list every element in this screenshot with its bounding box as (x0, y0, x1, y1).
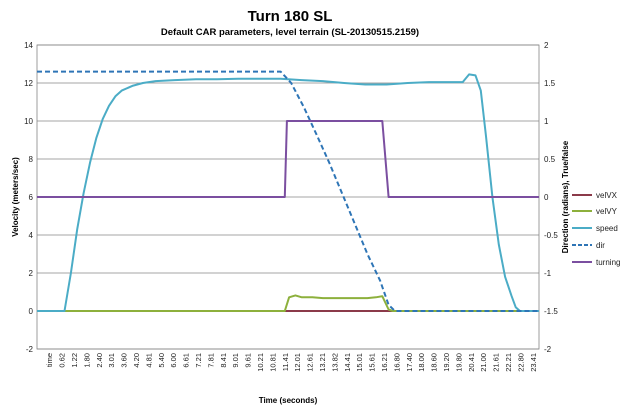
y-left-tick-label: -2 (26, 345, 34, 354)
legend-label-speed: speed (596, 224, 618, 233)
y-left-tick-label: 4 (29, 231, 34, 240)
series-line-velVY (37, 294, 539, 312)
x-tick-label: 4.20 (132, 353, 141, 368)
x-tick-label: 20.41 (467, 353, 476, 372)
x-tick-label: 11.41 (281, 353, 290, 371)
y-axis-right-label: Direction (radians), True/false (561, 140, 570, 253)
x-tick-label: 19.80 (454, 353, 463, 372)
x-tick-label: 17.40 (405, 353, 414, 372)
series-line-speed (37, 73, 539, 312)
y-axis-left-ticks: -2 0 2 4 6 8 10 12 14 (24, 41, 33, 354)
y-right-tick-label: 1.5 (544, 79, 556, 88)
x-tick-label: 13.82 (330, 353, 339, 372)
x-tick-label: 5.40 (157, 353, 166, 368)
series-lines (37, 70, 539, 312)
x-tick-label: 9.01 (231, 353, 240, 368)
y-left-tick-label: 12 (24, 79, 33, 88)
x-tick-label: 7.21 (194, 353, 203, 368)
x-tick-label: 0.62 (58, 353, 67, 368)
y-left-tick-label: 8 (29, 155, 34, 164)
x-tick-label: 2.40 (95, 353, 104, 368)
x-axis-ticks: time 0.62 1.22 1.80 2.40 3.01 3.60 4.20 4.81 5.40… (45, 353, 538, 372)
y-axis-right-ticks: -2 -1.5 -1 -0.5 0 0.5 1 1.5 2 (544, 41, 558, 354)
y-right-tick-label: 1 (544, 117, 549, 126)
x-tick-label: 16.80 (392, 353, 401, 372)
x-tick-label: 3.60 (120, 353, 129, 368)
x-tick-label: 21.61 (492, 353, 501, 372)
x-tick-label: 14.41 (343, 353, 352, 372)
x-tick-label: 12.01 (293, 353, 302, 372)
x-tick-label: 10.81 (268, 353, 277, 372)
series-line-dir (37, 70, 539, 312)
y-right-tick-label: -2 (544, 345, 552, 354)
x-tick-label: 23.41 (529, 353, 538, 372)
y-right-tick-label: -1 (544, 269, 552, 278)
x-tick-label: 6.61 (182, 353, 191, 368)
x-tick-label: 15.61 (368, 353, 377, 372)
series-line-turning (37, 120, 539, 198)
x-tick-label: 22.80 (516, 353, 525, 372)
legend-label-turning: turning (596, 258, 620, 267)
x-tick-label: 12.61 (306, 353, 315, 372)
legend-label-velVX: velVX (596, 191, 618, 200)
y-right-tick-label: -1.5 (544, 307, 558, 316)
x-tick-label: 9.61 (244, 353, 253, 368)
y-left-tick-label: 0 (29, 307, 34, 316)
x-tick-label: 8.41 (219, 353, 228, 368)
x-tick-label: 3.01 (107, 353, 116, 368)
legend: velVX velVY speed dir turning (572, 191, 620, 267)
x-tick-label: 18.00 (417, 353, 426, 372)
x-tick-label: 10.21 (256, 353, 265, 372)
y-left-tick-label: 10 (24, 117, 33, 126)
y-axis-left-label: Velocity (meters/sec) (11, 157, 20, 237)
y-right-tick-label: 0 (544, 193, 549, 202)
y-right-tick-label: -0.5 (544, 231, 558, 240)
y-right-tick-label: 2 (544, 41, 549, 50)
x-tick-label: 19.20 (442, 353, 451, 372)
x-tick-label: 7.81 (206, 353, 215, 368)
chart-subtitle: Default CAR parameters, level terrain (S… (161, 27, 419, 38)
x-tick-label: 22.21 (504, 353, 513, 372)
x-tick-label: time (45, 353, 54, 367)
x-tick-label: 16.21 (380, 353, 389, 372)
x-tick-label: 4.81 (144, 353, 153, 368)
y-left-tick-label: 2 (29, 269, 34, 278)
legend-label-velVY: velVY (596, 207, 618, 216)
y-right-tick-label: 0.5 (544, 155, 556, 164)
x-tick-label: 6.00 (169, 353, 178, 368)
x-tick-label: 1.80 (82, 353, 91, 368)
y-left-tick-label: 6 (29, 193, 34, 202)
x-tick-label: 1.22 (70, 353, 79, 368)
x-tick-label: 21.00 (479, 353, 488, 372)
x-tick-label: 13.21 (318, 353, 327, 372)
x-tick-label: 15.01 (355, 353, 364, 372)
chart-title: Turn 180 SL (248, 8, 333, 25)
y-left-tick-label: 14 (24, 41, 33, 50)
x-axis-label: Time (seconds) (259, 396, 318, 405)
legend-label-dir: dir (596, 241, 605, 250)
x-tick-label: 18.60 (430, 353, 439, 372)
